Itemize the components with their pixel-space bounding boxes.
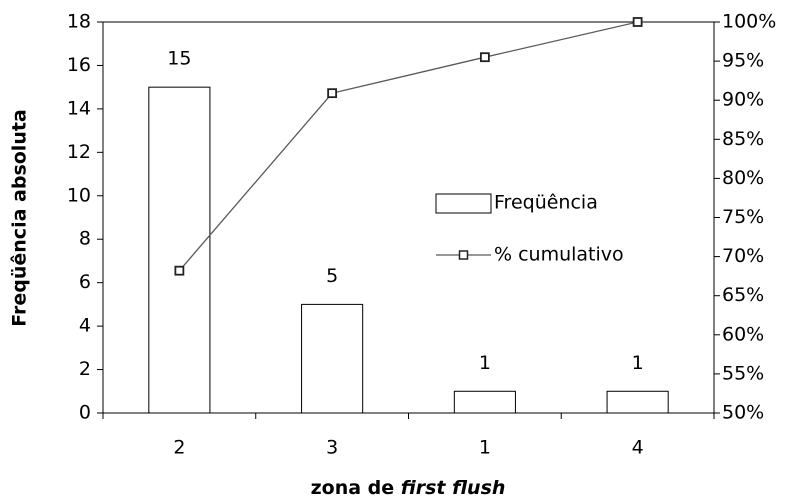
y-tick-label: 6 <box>79 271 91 293</box>
y2-tick-label: 60% <box>722 323 764 345</box>
y-axis-title: Freqüência absoluta <box>9 109 31 327</box>
bar <box>606 390 669 414</box>
y-tick-label: 16 <box>67 54 91 76</box>
legend-label: Freqüência <box>494 192 598 214</box>
bar <box>301 303 364 414</box>
y-tick-label: 18 <box>67 11 91 33</box>
x-axis-title-part: first flush <box>401 477 506 499</box>
bar <box>453 390 516 414</box>
marker <box>174 265 185 276</box>
y-tick-label: 8 <box>79 228 91 250</box>
y2-tick-label: 55% <box>722 362 764 384</box>
x-axis-title-part: zona de <box>311 477 401 499</box>
marker <box>632 17 643 27</box>
data-label: 1 <box>632 352 644 374</box>
data-label: 5 <box>326 265 338 287</box>
y-tick-label: 0 <box>79 402 91 424</box>
y2-tick-label: 100% <box>722 11 776 33</box>
y-tick-label: 4 <box>79 315 91 337</box>
y2-tick-label: 70% <box>722 245 764 267</box>
data-label: 1 <box>479 352 491 374</box>
y2-tick-label: 90% <box>722 89 764 111</box>
marker <box>327 88 338 99</box>
y-tick-label: 12 <box>67 141 91 163</box>
x-tick-label: 4 <box>632 437 644 459</box>
marker <box>479 52 490 63</box>
y2-tick-label: 75% <box>722 206 764 228</box>
x-tick-label: 1 <box>479 437 491 459</box>
legend-swatch <box>435 193 492 214</box>
y2-tick-label: 50% <box>722 402 764 424</box>
x-tick-label: 2 <box>173 437 185 459</box>
y-tick-label: 10 <box>67 184 91 206</box>
x-axis-title: zona de first flush <box>311 477 506 499</box>
bar <box>148 86 211 414</box>
legend-label: % cumulativo <box>494 244 624 266</box>
y2-tick-label: 95% <box>722 50 764 72</box>
y-tick-label: 14 <box>67 97 91 119</box>
line <box>178 21 638 272</box>
y-tick-label: 2 <box>79 358 91 380</box>
x-tick-label: 3 <box>326 437 338 459</box>
data-label: 15 <box>167 48 191 70</box>
y2-tick-label: 80% <box>722 167 764 189</box>
y2-tick-label: 65% <box>722 284 764 306</box>
legend-swatch-marker <box>458 250 469 260</box>
y2-tick-label: 85% <box>722 128 764 150</box>
